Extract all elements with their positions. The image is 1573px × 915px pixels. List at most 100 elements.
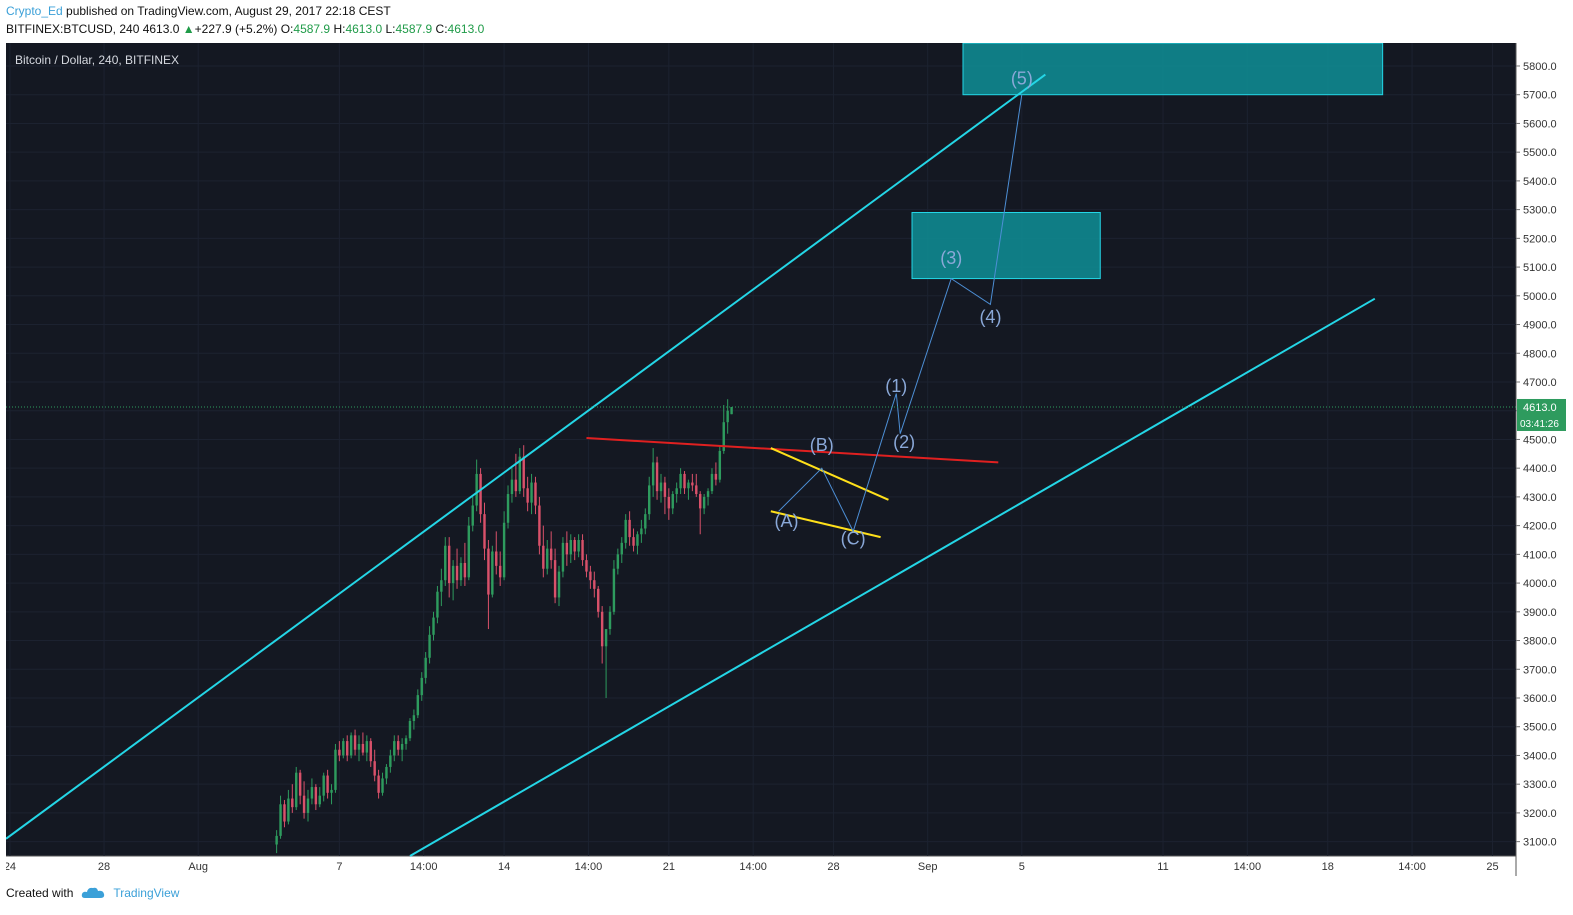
wave-label: (1) xyxy=(885,376,907,396)
candle-body xyxy=(549,548,553,561)
price-tick-label: 3100.0 xyxy=(1523,837,1557,849)
candle-body xyxy=(298,772,302,796)
tradingview-link[interactable]: TradingView xyxy=(113,886,180,900)
time-axis[interactable] xyxy=(6,856,1516,876)
candle-body xyxy=(553,560,557,598)
price-tick-label: 4500.0 xyxy=(1523,434,1557,446)
price-tick-label: 5700.0 xyxy=(1523,90,1557,102)
high-value: 4613.0 xyxy=(345,22,383,36)
wave-label: (A) xyxy=(774,511,798,531)
candle-body xyxy=(522,456,525,489)
target-zone-box xyxy=(911,211,1101,280)
low-label: L: xyxy=(385,22,396,36)
low-value: 4587.9 xyxy=(395,22,433,36)
candle-body xyxy=(655,462,659,492)
candle-body xyxy=(338,749,341,756)
price-tick-label: 3900.0 xyxy=(1523,607,1557,619)
candle-body xyxy=(318,795,321,805)
wave-label: (C) xyxy=(841,528,866,548)
candle-body xyxy=(361,743,365,753)
author-link[interactable]: Crypto_Ed xyxy=(6,4,63,18)
candle-body xyxy=(326,775,329,793)
high-label: H: xyxy=(333,22,346,36)
price-tick-label: 4100.0 xyxy=(1523,549,1557,561)
candle-body xyxy=(396,741,400,750)
price-tick-label: 3800.0 xyxy=(1523,636,1557,648)
footer: Created with TradingView xyxy=(6,886,179,900)
price-tick-label: 5800.0 xyxy=(1523,61,1557,73)
publish-info: Crypto_Ed published on TradingView.com, … xyxy=(6,4,391,18)
candle-body xyxy=(663,482,667,497)
price-tick-label: 5600.0 xyxy=(1523,118,1557,130)
candle-body xyxy=(491,551,494,595)
price-tick-label: 5400.0 xyxy=(1523,176,1557,188)
candle-body xyxy=(310,787,314,799)
candle-body xyxy=(408,720,412,739)
candle-body xyxy=(404,738,408,744)
candle-body xyxy=(400,743,404,750)
candle-body xyxy=(691,482,694,486)
candle-body xyxy=(455,565,459,581)
candle-body xyxy=(702,496,706,509)
candle-body xyxy=(565,542,569,555)
candle-body xyxy=(432,617,435,635)
candle-body xyxy=(385,766,388,779)
countdown-label: 03:41:26 xyxy=(1520,419,1559,430)
price-tick-label: 5300.0 xyxy=(1523,205,1557,217)
candle-body xyxy=(687,482,690,489)
open-value: 4587.9 xyxy=(293,22,331,36)
wave-label: (B) xyxy=(810,435,834,455)
price-axis[interactable] xyxy=(1516,43,1567,876)
close-label: C: xyxy=(435,22,448,36)
candle-body xyxy=(557,571,561,598)
candle-body xyxy=(495,551,498,566)
candle-body xyxy=(487,548,490,595)
candle-body xyxy=(644,514,647,529)
price-tick-label: 4400.0 xyxy=(1523,463,1557,475)
candle-body xyxy=(577,539,580,552)
candle-body xyxy=(604,629,608,647)
price-chart[interactable]: (A) (B) (C) (1) (2) (3) (4) (5) 5800.0 5700.0 560… xyxy=(6,43,1567,876)
time-tick-label: 14:00 xyxy=(739,861,767,873)
annotations-front: (A) (B) (C) (1) (2) (3) (4) (5) xyxy=(6,69,1516,857)
price-tick-label: 3500.0 xyxy=(1523,722,1557,734)
time-ticks: 24 28 Aug 7 14:00 14 14:00 21 14:00 28 Sep 5 11 14:00… xyxy=(6,861,1499,873)
candle-body xyxy=(353,735,357,750)
created-with-text: Created with xyxy=(6,886,74,900)
candle-body xyxy=(534,482,537,506)
candle-body xyxy=(279,804,282,836)
candle-body xyxy=(710,473,714,492)
candle-body xyxy=(440,580,443,592)
candle-body xyxy=(498,565,502,578)
price-tick-label: 3600.0 xyxy=(1523,693,1557,705)
candle-body xyxy=(275,835,278,845)
time-tick-label: 11 xyxy=(1157,861,1168,873)
candle-body xyxy=(412,715,416,721)
candle-body xyxy=(330,789,333,793)
candle-body xyxy=(620,542,623,555)
wave-label: (3) xyxy=(940,248,962,268)
price-tick-label: 4700.0 xyxy=(1523,377,1557,389)
candle-body xyxy=(608,611,612,630)
candle-body xyxy=(667,496,671,509)
candle-body xyxy=(640,528,643,535)
time-tick-label: 14:00 xyxy=(1398,861,1426,873)
time-tick-label: 14:00 xyxy=(1234,861,1262,873)
candle-body xyxy=(346,741,349,756)
time-tick-label: 5 xyxy=(1019,861,1025,873)
candle-body xyxy=(573,539,576,552)
time-tick-label: 28 xyxy=(827,861,839,873)
time-tick-label: 18 xyxy=(1322,861,1334,873)
candle-body xyxy=(659,482,663,492)
candle-body xyxy=(628,519,631,538)
price-tick-label: 4900.0 xyxy=(1523,320,1557,332)
candle-body xyxy=(287,798,290,822)
time-tick-label: Aug xyxy=(188,861,208,873)
candle-body xyxy=(671,494,674,509)
tradingview-cloud-icon[interactable] xyxy=(81,886,105,900)
candle-body xyxy=(475,473,478,506)
candle-body xyxy=(706,491,710,497)
candle-body xyxy=(471,505,474,526)
annotations-back xyxy=(911,43,1384,280)
candle-body xyxy=(283,804,286,822)
